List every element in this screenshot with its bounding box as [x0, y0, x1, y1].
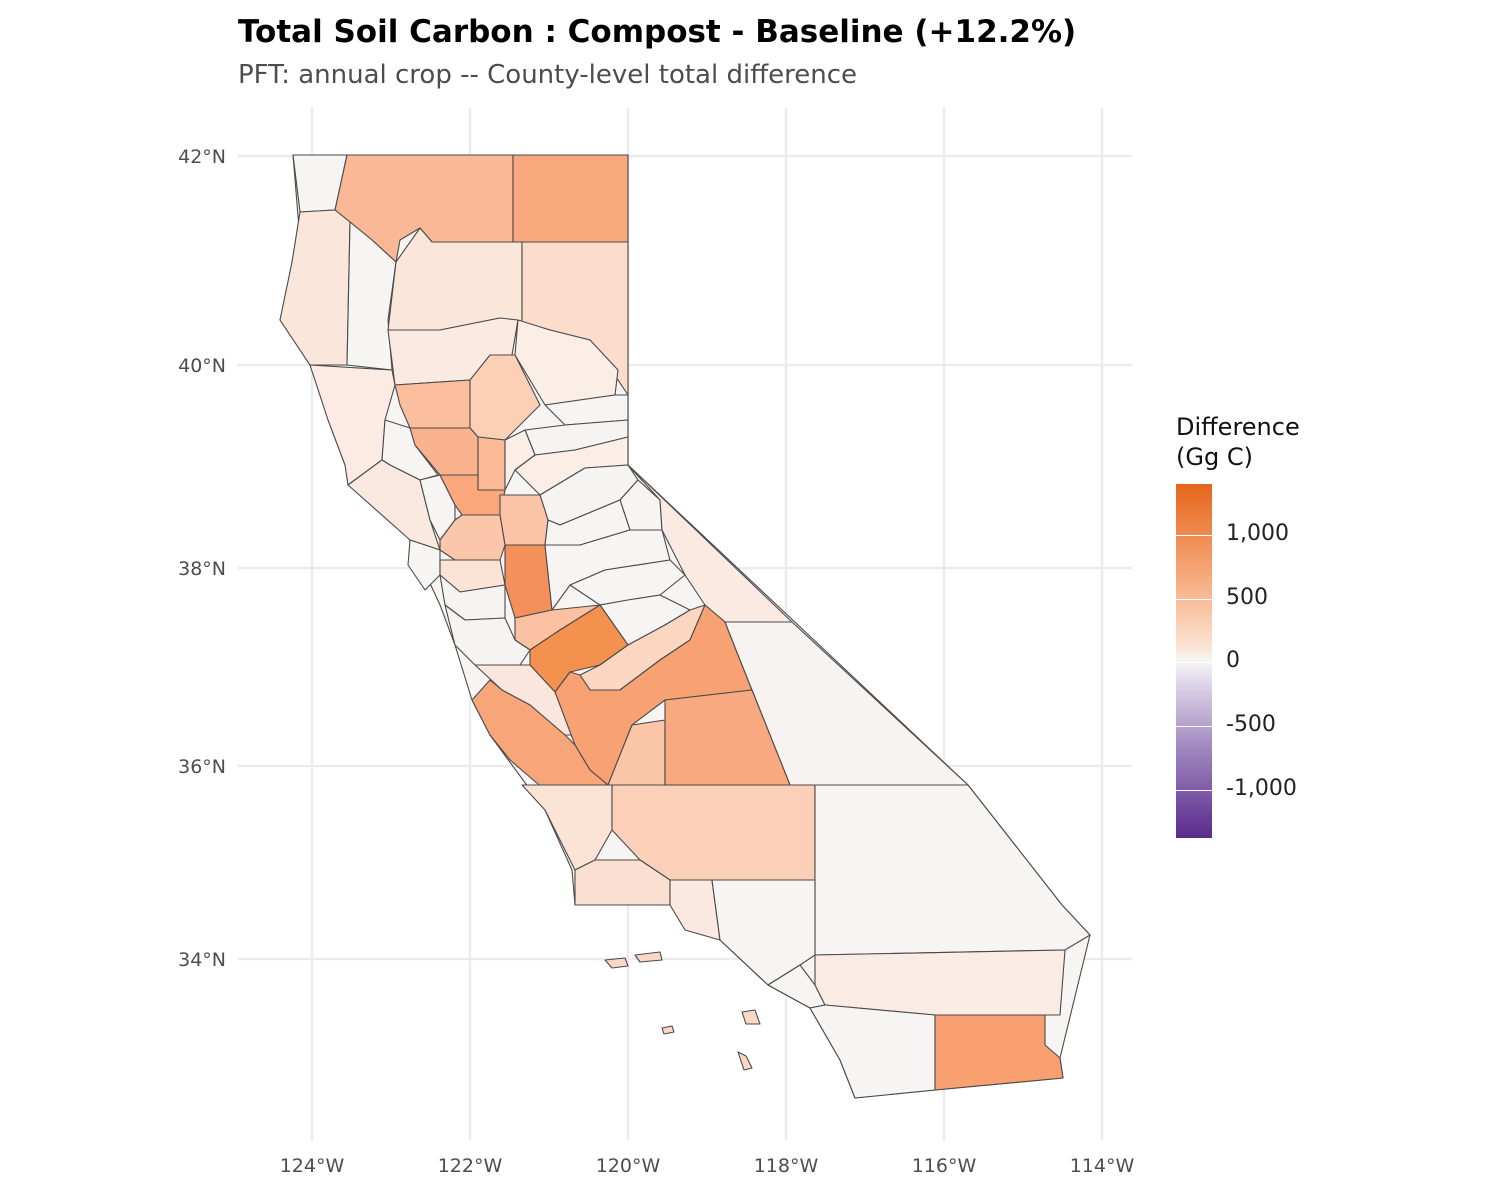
county-sacramento — [499, 494, 549, 546]
county-san-bernardino — [814, 784, 1091, 956]
y-tick: 40°N — [178, 355, 226, 377]
county-san-diego — [809, 1004, 936, 1099]
legend-label: 1,000 — [1226, 521, 1289, 546]
county-sierra — [544, 394, 629, 426]
legend-tick — [1176, 726, 1212, 727]
legend-label: -1,000 — [1226, 776, 1297, 801]
channel-islands — [604, 951, 761, 1071]
county-modoc — [512, 154, 629, 243]
county-plumas — [514, 319, 619, 406]
chart-subtitle: PFT: annual crop -- County-level total d… — [238, 60, 857, 90]
county-marin — [407, 539, 441, 591]
x-axis-ticks: 124°W 122°W 120°W 118°W 116°W 114°W — [280, 1155, 1135, 1177]
x-tick: 122°W — [438, 1155, 503, 1177]
legend-tick — [1176, 790, 1212, 791]
x-tick: 114°W — [1070, 1155, 1135, 1177]
county-polygons — [279, 154, 1091, 1099]
county-san-joaquin — [504, 544, 553, 619]
county-monterey — [471, 679, 609, 791]
y-tick: 38°N — [178, 558, 226, 580]
x-tick: 124°W — [280, 1155, 345, 1177]
legend-tick — [1176, 599, 1212, 600]
legend-label: 0 — [1226, 648, 1240, 673]
y-tick: 34°N — [178, 949, 226, 971]
county-humboldt — [279, 209, 351, 366]
y-axis-ticks: 42°N 40°N 38°N 36°N 34°N — [178, 146, 226, 971]
county-riverside — [814, 949, 1066, 1016]
x-tick: 116°W — [912, 1155, 977, 1177]
legend-label: -500 — [1226, 712, 1276, 737]
legend-title: Difference (Gg C) — [1176, 413, 1300, 471]
y-tick: 42°N — [178, 146, 226, 168]
county-ventura — [669, 879, 721, 941]
y-tick: 36°N — [178, 756, 226, 778]
legend-tick — [1176, 662, 1212, 663]
legend-label: 500 — [1226, 585, 1268, 610]
x-tick: 118°W — [754, 1155, 819, 1177]
county-trinity — [346, 221, 397, 371]
chart-title: Total Soil Carbon : Compost - Baseline (… — [238, 14, 1077, 50]
county-sutter — [477, 436, 506, 491]
legend-colorbar — [1176, 484, 1212, 838]
county-imperial — [934, 1014, 1064, 1091]
x-tick: 120°W — [596, 1155, 661, 1177]
legend-tick — [1176, 535, 1212, 536]
